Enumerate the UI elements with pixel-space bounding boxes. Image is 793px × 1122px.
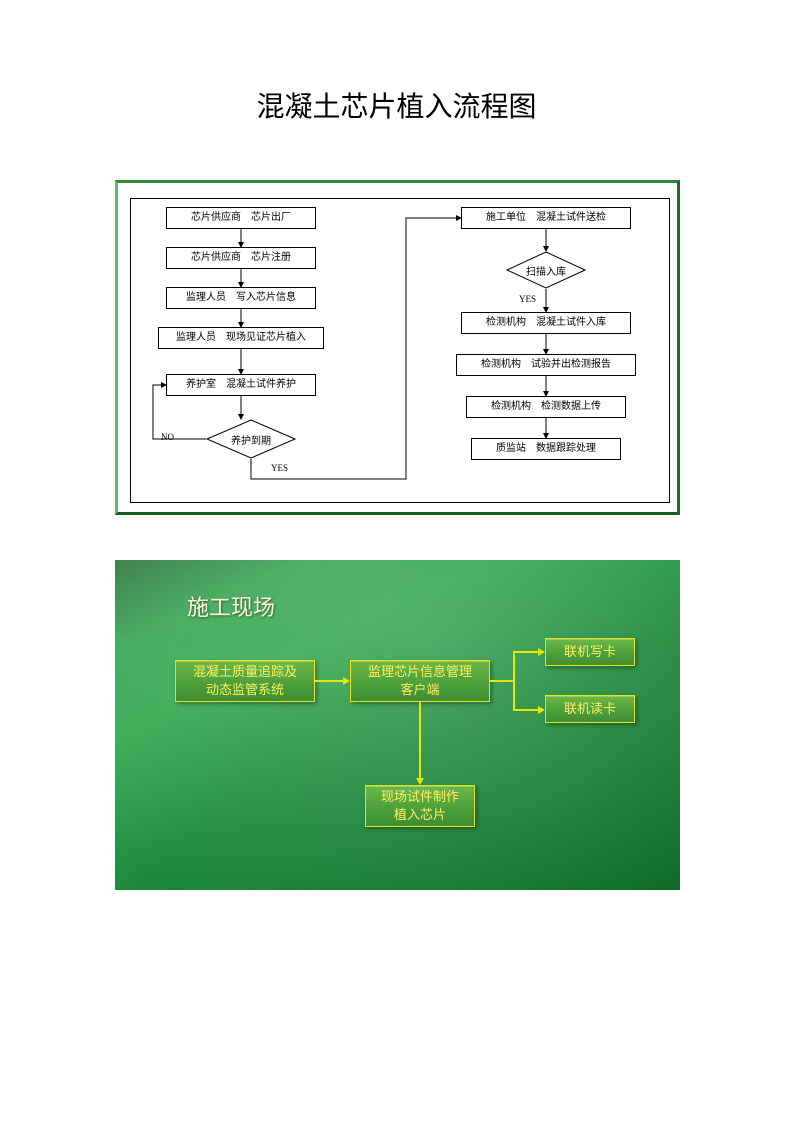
node-online-read: 联机读卡 — [545, 695, 635, 723]
node-chip-reg: 芯片供应商 芯片注册 — [166, 247, 316, 269]
edge-b-branch — [490, 680, 515, 682]
node-supervise: 质监站 数据跟踪处理 — [471, 438, 621, 460]
edge-branch-v — [513, 651, 515, 711]
arrow-b-e — [416, 778, 424, 785]
node-inst-in: 检测机构 混凝土试件入库 — [461, 312, 631, 334]
arrow-to-write — [538, 648, 545, 656]
node-curing: 养护室 混凝土试件养护 — [166, 374, 316, 396]
arrow-a-b — [343, 677, 350, 685]
decision-scan-label: 扫描入库 — [506, 251, 586, 289]
edge-to-write — [513, 651, 538, 653]
site-panel: 施工现场 混凝土质量追踪及 动态监管系统 监理芯片信息管理 客户端 联机写卡 联… — [115, 560, 680, 890]
edge-to-read — [513, 709, 538, 711]
node-data-upload: 检测机构 检测数据上传 — [466, 396, 626, 418]
label-yes-left: YES — [271, 463, 288, 473]
flowchart-frame: 芯片供应商 芯片出厂 芯片供应商 芯片注册 监理人员 写入芯片信息 监理人员 现… — [130, 198, 670, 503]
node-test-report: 检测机构 试验并出检测报告 — [456, 354, 636, 376]
decision-curing-due: 养护到期 — [206, 419, 296, 459]
site-title: 施工现场 — [187, 590, 275, 622]
arrow-to-read — [538, 706, 545, 714]
node-send-inspect: 施工单位 混凝土试件送检 — [461, 207, 631, 229]
edge-a-b — [315, 680, 343, 682]
label-no: NO — [161, 432, 174, 442]
node-tracking-system: 混凝土质量追踪及 动态监管系统 — [175, 660, 315, 702]
decision-scan-in: 扫描入库 — [506, 251, 586, 289]
flowchart-panel: 芯片供应商 芯片出厂 芯片供应商 芯片注册 监理人员 写入芯片信息 监理人员 现… — [115, 180, 680, 515]
node-make-implant: 现场试件制作 植入芯片 — [365, 785, 475, 827]
decision-curing-label: 养护到期 — [206, 419, 296, 459]
node-witness-implant: 监理人员 现场见证芯片植入 — [158, 327, 324, 349]
node-chip-client: 监理芯片信息管理 客户端 — [350, 660, 490, 702]
page-title: 混凝土芯片植入流程图 — [0, 0, 793, 165]
edge-b-e — [419, 702, 421, 778]
node-chip-out: 芯片供应商 芯片出厂 — [166, 207, 316, 229]
node-online-write: 联机写卡 — [545, 638, 635, 666]
node-write-info: 监理人员 写入芯片信息 — [166, 287, 316, 309]
label-yes-right: YES — [519, 294, 536, 304]
